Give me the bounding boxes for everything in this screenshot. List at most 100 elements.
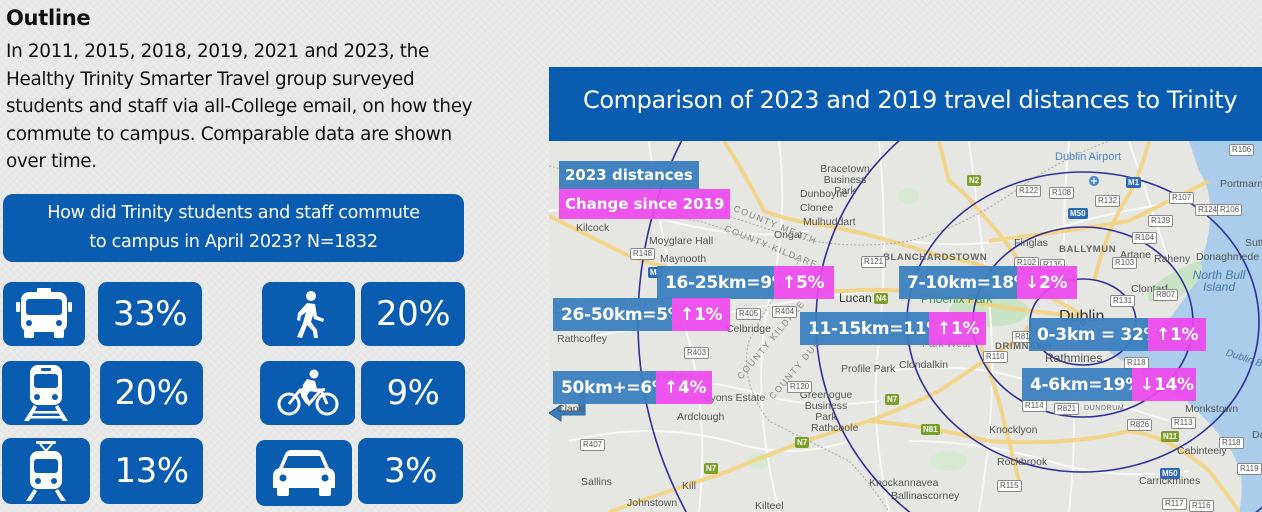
place-label: Johnstown [627, 497, 678, 509]
road-shield: R116 [1189, 500, 1214, 512]
tram-icon [26, 441, 66, 501]
band-change-label: ↓2% [1017, 266, 1077, 299]
road-shield: R405 [736, 308, 762, 320]
band-distance-label: 26-50km=5% [553, 298, 685, 331]
percent-value: 13% [114, 451, 189, 491]
place-label: Sallins [581, 476, 612, 488]
national-road-shield: N2 [967, 175, 982, 186]
place-label: Knocklyon [989, 424, 1038, 436]
band-change-label: ↑1% [1148, 318, 1206, 351]
place-label: Kilcock [576, 222, 610, 234]
road-shield: R122 [1016, 185, 1042, 197]
place-label: DRIMNAGH [995, 341, 1053, 352]
percent-value: 9% [386, 373, 440, 413]
road-shield: R110 [983, 351, 1008, 363]
place-label: BALLYMUN [1059, 244, 1117, 255]
road-shield: R121 [861, 256, 887, 268]
outline-heading: Outline [6, 6, 91, 30]
road-shield: R104 [1132, 232, 1158, 244]
national-road-shield: N4 [874, 293, 889, 304]
motorway-shield: M4 [648, 267, 664, 278]
place-label: Monkstown [1185, 403, 1239, 415]
road-shield: R103 [1112, 257, 1138, 269]
road-shield: R106 [1217, 204, 1243, 216]
place-label: Ardclough [677, 411, 725, 423]
survey-question-banner: How did Trinity students and staff commu… [3, 194, 464, 262]
mode-percent-walking: 20% [361, 282, 465, 346]
motorway-shield: M50 [1160, 468, 1180, 479]
place-label: Moyglare Hall [649, 235, 714, 247]
place-label: Ballinascorney [891, 490, 960, 502]
mode-percent-car: 3% [358, 438, 463, 504]
mode-tile-bus [3, 282, 85, 346]
place-label: Portmarnock [1220, 178, 1262, 190]
mode-percent-train: 20% [100, 361, 203, 425]
place-label: Celbridge [726, 323, 771, 335]
place-label: Rathcoffey [557, 333, 608, 345]
road-shield: R821 [1054, 403, 1080, 415]
place-label: Raheny [1154, 253, 1191, 265]
road-shield: R131 [1110, 295, 1136, 307]
legend-2023-distances: 2023 distances [559, 161, 699, 189]
place-label: Sutto [1245, 237, 1262, 249]
place-label: DUNDRUM [1084, 405, 1125, 412]
road-shield: R113 [1171, 417, 1196, 429]
cycling-icon [277, 369, 338, 416]
national-road-shield: N7 [885, 394, 900, 405]
road-shield: R117 [1162, 498, 1187, 510]
place-label: Rockbrook [997, 456, 1048, 468]
walking-icon [296, 291, 324, 338]
place-label: Donaghmede [1196, 251, 1260, 263]
mode-tile-cycling [260, 361, 355, 425]
question-line: How did Trinity students and staff commu… [47, 203, 420, 223]
place-label: Kilteel [755, 500, 784, 512]
place-label: Greenogue Business Park [799, 389, 853, 423]
place-label: Knockannavea [869, 477, 939, 489]
band-change-label: ↓14% [1132, 368, 1196, 401]
question-line: to campus in April 2023? N=1832 [89, 232, 378, 252]
band-change-label: ↑5% [774, 266, 834, 299]
place-label: Carrickmines [1139, 475, 1201, 487]
place-label: Mulhuddart [803, 216, 856, 228]
band-change-label: ↑4% [656, 371, 712, 404]
place-label: Rathmines [1045, 351, 1103, 365]
band-change-label: ↑1% [672, 298, 730, 331]
band-distance-label: 0-3km = 32% [1029, 318, 1161, 351]
mode-tile-train [2, 361, 90, 425]
percent-value: 3% [384, 451, 437, 491]
place-label: Dunboyne [800, 188, 848, 200]
percent-value: 20% [375, 294, 451, 334]
place-label: Rathcoole [811, 422, 859, 434]
road-shield: R404 [772, 306, 798, 318]
motorway-shield: M50 [1068, 208, 1088, 219]
place-label: North Bull Island [1192, 268, 1246, 294]
distance-map[interactable]: Dublin Airport Portmarnock BALLYMUN Fing… [549, 141, 1262, 512]
place-label: Profile Park [841, 363, 896, 375]
place-label: Clondalkin [899, 359, 949, 371]
road-shield: R148 [630, 248, 656, 260]
outline-line: Healthy Trinity Smarter Travel group sur… [6, 68, 415, 90]
road-shield: R139 [1148, 215, 1174, 227]
band-distance-label: 50km+=6% [553, 371, 669, 404]
national-road-shield: N81 [921, 424, 940, 435]
place-label: Ongar [774, 229, 804, 241]
mode-percent-tram: 13% [100, 438, 203, 504]
road-shield: R118 [1219, 437, 1244, 449]
road-shield: R108 [1049, 187, 1075, 199]
mode-percent-cycling: 9% [361, 361, 465, 425]
place-label: Lyons Estate [705, 392, 766, 404]
percent-value: 33% [112, 294, 188, 334]
road-shield: R826 [1127, 419, 1153, 431]
band-distance-label: 7-10km=18% [899, 266, 1031, 299]
place-label: Bracetown Business Park [820, 163, 870, 197]
car-icon [273, 450, 335, 496]
place-label: Clonee [800, 202, 834, 214]
place-label: Lucan [839, 291, 872, 305]
map-panel-title: Comparison of 2023 and 2019 travel dista… [549, 67, 1262, 141]
place-label: BLANCHARDSTOWN [883, 252, 988, 263]
road-shield: R120 [787, 381, 813, 393]
band-change-label: ↑1% [929, 312, 986, 345]
road-shield: R403 [684, 347, 710, 359]
mode-percent-bus: 33% [98, 282, 202, 346]
band-distance-label: 11-15km=11% [800, 312, 943, 345]
